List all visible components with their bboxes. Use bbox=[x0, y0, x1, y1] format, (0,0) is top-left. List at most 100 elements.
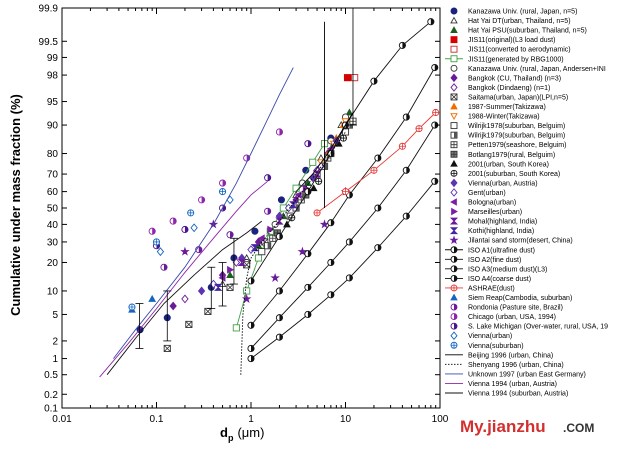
data-point bbox=[169, 217, 177, 225]
data-point bbox=[415, 125, 423, 133]
data-point bbox=[247, 321, 255, 329]
y-tick-label: 0.5 bbox=[44, 370, 58, 381]
marker-fill bbox=[251, 322, 255, 329]
legend-entry: Bangkok (CU, Thailand) (n=3) bbox=[450, 73, 561, 82]
watermark-suffix: .COM bbox=[563, 421, 594, 435]
legend-entry: Vienna 1994 (suburban, Austria) bbox=[445, 391, 568, 398]
marker-fill bbox=[279, 314, 283, 321]
error-bars bbox=[135, 7, 357, 349]
data-point bbox=[319, 219, 330, 229]
marker-fill bbox=[251, 355, 255, 362]
marker-fill bbox=[454, 132, 457, 139]
legend-entry: JIS11(generated by RBG1000) bbox=[445, 55, 564, 63]
legend-label: 2001(urban, South Korea) bbox=[468, 161, 549, 168]
x-axis-ticks: 0.01 0.1 1 10 100 bbox=[52, 8, 449, 425]
x-axis-title: dp (μm) bbox=[220, 425, 264, 443]
legend-entry: Kanazawa Univ. (rural, Japan, Andersen+I… bbox=[450, 64, 606, 73]
series-37 bbox=[240, 131, 346, 375]
data-point bbox=[275, 232, 283, 241]
data-point bbox=[180, 246, 190, 256]
marker-fill bbox=[222, 179, 226, 187]
data-point bbox=[341, 188, 350, 196]
legend-entry: ASHRAE(dust) bbox=[445, 284, 515, 292]
data-point bbox=[257, 234, 265, 243]
data-point bbox=[327, 258, 335, 267]
marker-cross bbox=[185, 321, 193, 328]
legend-entry: Vienna 1994 (urban, Austria) bbox=[445, 381, 557, 388]
legend-label: ISO A4(coarse dust) bbox=[468, 276, 531, 283]
series-32 bbox=[148, 128, 283, 235]
marker-fill bbox=[279, 233, 283, 240]
legend-entry: Vienna(urban) bbox=[450, 331, 512, 341]
data-point bbox=[304, 140, 312, 148]
marker-fill bbox=[279, 128, 283, 136]
legend-entry: Vienna(suburban) bbox=[450, 341, 524, 350]
data-point bbox=[214, 283, 223, 291]
data-point bbox=[431, 64, 439, 72]
legend-label: Marseilles(urban) bbox=[468, 209, 522, 216]
marker-fill bbox=[184, 226, 189, 233]
data-point bbox=[226, 283, 234, 291]
marker-fill bbox=[251, 277, 255, 285]
legend-marker bbox=[450, 198, 457, 206]
data-point bbox=[187, 209, 195, 217]
legend-marker bbox=[450, 188, 458, 197]
legend-marker bbox=[450, 303, 458, 311]
data-point bbox=[345, 108, 354, 116]
x-axis-title-unit: (μm) bbox=[237, 425, 264, 440]
legend-entry: Wilrijk1978(suburban, Belguim) bbox=[450, 122, 565, 130]
y-tick-label: 5 bbox=[52, 310, 58, 321]
marker-cross bbox=[451, 284, 457, 291]
series-line bbox=[235, 143, 325, 329]
marker-cross bbox=[451, 141, 457, 148]
data-point bbox=[251, 227, 259, 235]
legend-label: Saitama(urban, Japan)(LPI,n=5) bbox=[468, 94, 568, 101]
x-tick-label: 10 bbox=[340, 414, 352, 425]
legend-marker bbox=[450, 55, 458, 63]
marker-fill bbox=[324, 163, 328, 170]
data-point bbox=[343, 74, 352, 82]
data-point bbox=[327, 291, 335, 299]
data-point bbox=[181, 294, 189, 304]
legend-entry: 1988-Winter(Takizawa) bbox=[450, 113, 540, 121]
legend-label: Rondonia (Pasture site, Brazil) bbox=[468, 305, 563, 312]
series-line bbox=[250, 181, 436, 359]
legend-marker bbox=[450, 255, 458, 263]
legend-label: 1987-Summer(Takizawa) bbox=[468, 104, 546, 111]
y-tick-label: 80 bbox=[47, 149, 59, 160]
legend-entry: Mohal(highland, India) bbox=[449, 217, 537, 226]
marker-fill bbox=[246, 154, 250, 162]
data-point bbox=[197, 286, 206, 296]
marker-fill bbox=[406, 167, 410, 174]
y-tick-label: 99.9 bbox=[39, 4, 59, 15]
marker-cross bbox=[399, 143, 406, 150]
legend-marker bbox=[450, 341, 458, 349]
legend-marker bbox=[450, 331, 458, 341]
legend-label: Bangkok (Dindaeng) (n=1) bbox=[468, 85, 550, 92]
legend-label: JIS11(generated by RBG1000) bbox=[468, 56, 564, 63]
legend-marker bbox=[450, 169, 458, 177]
legend-label: Kanazawa Univ. (rural, Japan, Andersen+I… bbox=[468, 66, 606, 73]
data-point bbox=[370, 166, 378, 174]
legend-marker bbox=[450, 265, 458, 273]
legend-label: JIS11(original)(L3 load dust) bbox=[468, 37, 555, 44]
marker-cross bbox=[432, 109, 439, 116]
marker-fill bbox=[279, 287, 283, 295]
legend-entry: Botlang1979(rural, Belguim) bbox=[450, 150, 555, 159]
data-point bbox=[427, 18, 435, 26]
legend-entry: Hat Yai DT(urban, Thailand, n=5) bbox=[450, 16, 571, 25]
legend-label: Unknown 1997 (urban East Germany) bbox=[468, 371, 586, 378]
legend-marker bbox=[450, 113, 458, 120]
legend-marker bbox=[450, 131, 458, 139]
marker-fill bbox=[152, 228, 156, 235]
data-point bbox=[297, 246, 308, 256]
x-axis-title-main: d bbox=[220, 425, 228, 440]
series-39 bbox=[99, 180, 268, 378]
data-point bbox=[226, 231, 234, 239]
legend-marker bbox=[450, 45, 458, 53]
series-line bbox=[316, 112, 437, 214]
data-point bbox=[169, 301, 177, 311]
marker-cross bbox=[204, 308, 212, 315]
legend-label: ISO A1(ultrafine dust) bbox=[468, 247, 535, 254]
series-line bbox=[106, 220, 263, 375]
